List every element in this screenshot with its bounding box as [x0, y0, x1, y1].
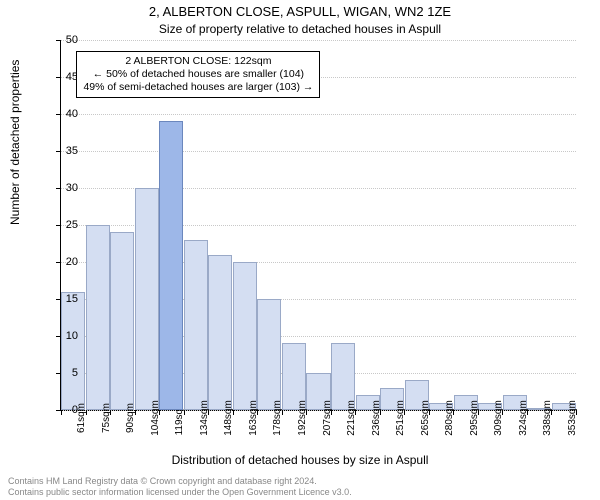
x-axis-label: Distribution of detached houses by size … [0, 453, 600, 467]
bar [184, 240, 208, 410]
footer-line2: Contains public sector information licen… [8, 487, 352, 498]
annotation-line3: 49% of semi-detached houses are larger (… [83, 81, 313, 94]
ytick-label: 30 [48, 182, 78, 194]
xtick-label: 295sqm [469, 400, 480, 436]
highlight-bar [159, 121, 183, 410]
xtick-label: 353sqm [567, 400, 578, 436]
xtick-label: 338sqm [542, 400, 553, 436]
chart-title-sub: Size of property relative to detached ho… [0, 22, 600, 36]
xtick-label: 178sqm [272, 400, 283, 436]
xtick-label: 221sqm [346, 400, 357, 436]
xtick-label: 134sqm [199, 400, 210, 436]
bar [110, 232, 134, 410]
xtick-label: 280sqm [444, 400, 455, 436]
gridline [61, 40, 576, 41]
ytick-label: 15 [48, 293, 78, 305]
xtick-label: 265sqm [420, 400, 431, 436]
xtick-label: 90sqm [125, 403, 136, 433]
gridline [61, 151, 576, 152]
xtick-label: 251sqm [395, 400, 406, 436]
bar [257, 299, 281, 410]
bar [208, 255, 232, 410]
bar [61, 292, 85, 410]
ytick-label: 35 [48, 145, 78, 157]
annotation-line2: ← 50% of detached houses are smaller (10… [83, 68, 313, 81]
xtick-label: 207sqm [322, 400, 333, 436]
bar [135, 188, 159, 410]
bar [86, 225, 110, 410]
plot-area: 2 ALBERTON CLOSE: 122sqm← 50% of detache… [60, 40, 576, 411]
xtick-label: 192sqm [297, 400, 308, 436]
ytick-label: 5 [48, 367, 78, 379]
bar [233, 262, 257, 410]
xtick-label: 61sqm [76, 403, 87, 433]
ytick-label: 50 [48, 34, 78, 46]
xtick-label: 309sqm [493, 400, 504, 436]
xtick-label: 236sqm [371, 400, 382, 436]
xtick-label: 324sqm [518, 400, 529, 436]
footer-attribution: Contains HM Land Registry data © Crown c… [8, 476, 352, 498]
xtick-label: 163sqm [248, 400, 259, 436]
ytick-label: 40 [48, 108, 78, 120]
gridline [61, 114, 576, 115]
ytick-label: 20 [48, 256, 78, 268]
ytick-label: 0 [48, 404, 78, 416]
annotation-line1: 2 ALBERTON CLOSE: 122sqm [83, 55, 313, 68]
footer-line1: Contains HM Land Registry data © Crown c… [8, 476, 352, 487]
chart-title-main: 2, ALBERTON CLOSE, ASPULL, WIGAN, WN2 1Z… [0, 4, 600, 19]
xtick-label: 75sqm [101, 403, 112, 433]
xtick-label: 148sqm [223, 400, 234, 436]
ytick-label: 25 [48, 219, 78, 231]
ytick-label: 45 [48, 71, 78, 83]
annotation-box: 2 ALBERTON CLOSE: 122sqm← 50% of detache… [76, 51, 320, 98]
y-axis-label: Number of detached properties [8, 60, 22, 225]
ytick-label: 10 [48, 330, 78, 342]
